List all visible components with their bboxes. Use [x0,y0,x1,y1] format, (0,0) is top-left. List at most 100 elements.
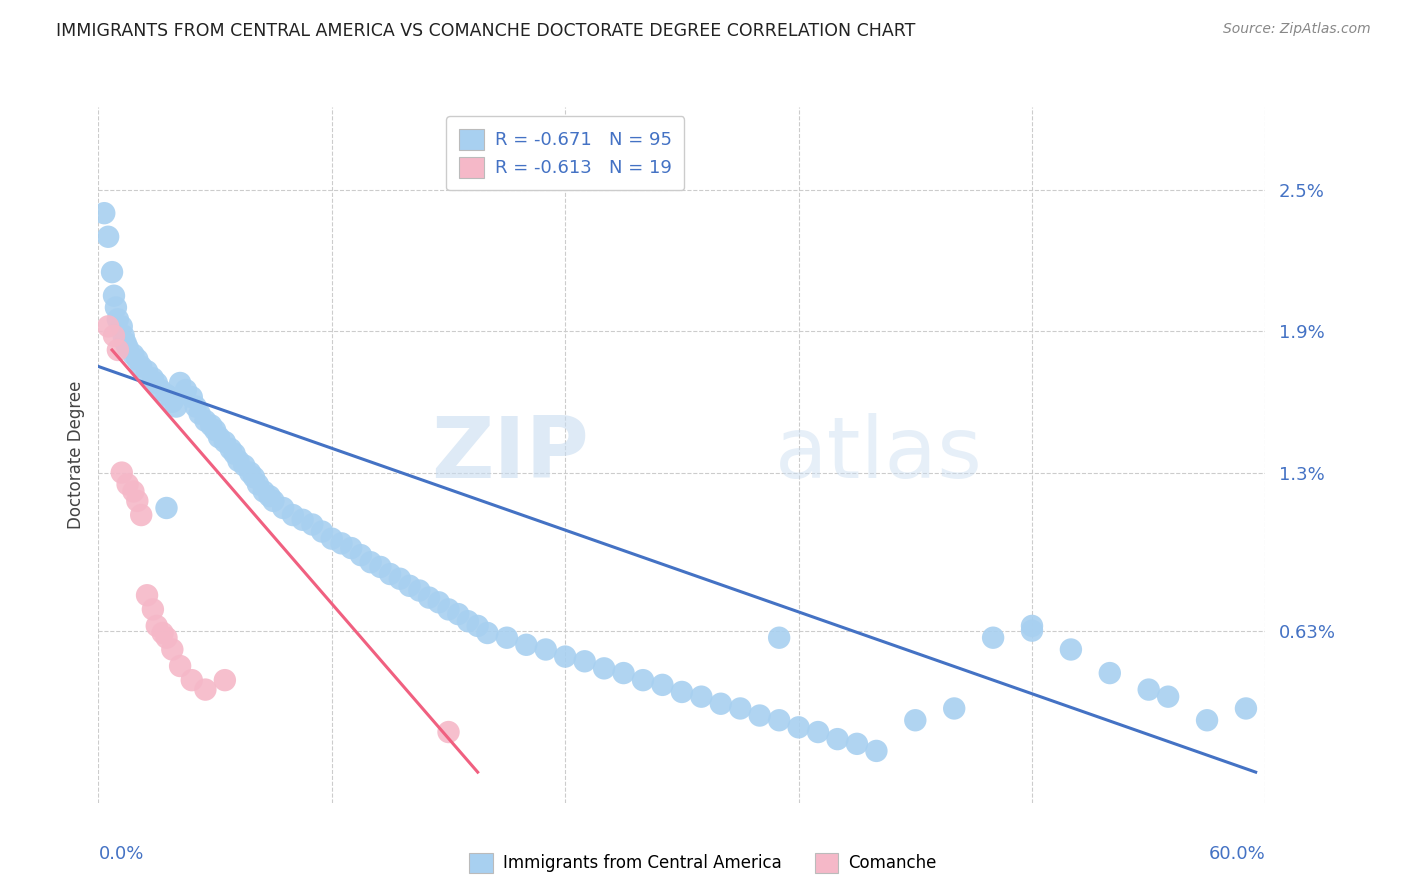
Point [631,673,654,688]
Point [169,376,191,390]
Legend: R = -0.671   N = 95, R = -0.613   N = 19: R = -0.671 N = 95, R = -0.613 N = 19 [446,116,685,190]
Point [243,470,266,484]
Point [768,713,790,727]
Text: atlas: atlas [775,413,983,497]
Point [418,591,440,605]
Point [246,477,269,491]
Point [152,626,174,640]
Point [291,513,314,527]
Point [142,602,165,616]
Point [710,697,733,711]
Point [1137,682,1160,697]
Point [457,614,479,628]
Point [904,713,927,727]
Point [593,661,616,675]
Point [233,458,256,473]
Point [127,352,149,367]
Point [127,494,149,508]
Point [1195,713,1218,727]
Point [748,708,770,723]
Point [111,466,134,480]
Point [350,548,373,562]
Point [534,642,557,657]
Point [239,466,262,480]
Text: 60.0%: 60.0% [1209,846,1265,863]
Point [103,289,125,303]
Point [1021,619,1043,633]
Point [865,744,887,758]
Point [194,414,217,428]
Point [271,500,294,515]
Point [846,737,869,751]
Text: IMMIGRANTS FROM CENTRAL AMERICA VS COMANCHE DOCTORATE DEGREE CORRELATION CHART: IMMIGRANTS FROM CENTRAL AMERICA VS COMAN… [56,22,915,40]
Point [330,536,353,550]
Point [122,348,145,362]
Point [129,508,152,522]
Point [262,494,284,508]
Point [97,229,120,244]
Point [162,395,184,409]
Point [184,400,207,414]
Point [155,631,177,645]
Point [477,626,499,640]
Point [613,666,636,681]
Point [228,454,250,468]
Point [117,477,139,491]
Point [981,631,1004,645]
Point [136,364,159,378]
Point [321,532,343,546]
Point [730,701,752,715]
Point [1060,642,1083,657]
Point [169,659,191,673]
Point [515,638,537,652]
Point [165,400,187,414]
Point [180,390,202,404]
Point [93,206,115,220]
Point [200,418,222,433]
Point [259,489,281,503]
Point [97,319,120,334]
Point [1234,701,1257,715]
Point [122,484,145,499]
Point [1021,624,1043,638]
Point [768,631,790,645]
Point [574,654,596,668]
Legend: Immigrants from Central America, Comanche: Immigrants from Central America, Comanch… [463,847,943,880]
Point [101,265,124,279]
Text: Source: ZipAtlas.com: Source: ZipAtlas.com [1223,22,1371,37]
Point [194,682,217,697]
Point [380,567,402,582]
Point [162,642,184,657]
Point [690,690,713,704]
Point [180,673,202,688]
Point [103,328,125,343]
Point [447,607,470,621]
Point [388,572,411,586]
Point [1157,690,1180,704]
Point [671,685,693,699]
Point [651,678,673,692]
Point [107,343,129,357]
Point [114,335,136,350]
Point [208,430,231,444]
Point [437,602,460,616]
Text: 0.0%: 0.0% [98,846,143,863]
Point [142,371,165,385]
Point [340,541,363,555]
Point [398,579,420,593]
Point [104,301,127,315]
Point [943,701,966,715]
Point [136,588,159,602]
Point [188,407,211,421]
Point [807,725,830,739]
Point [1098,666,1121,681]
Point [360,555,382,569]
Point [253,484,276,499]
Point [311,524,333,539]
Point [370,560,392,574]
Point [437,725,460,739]
Point [111,319,134,334]
Point [204,423,226,437]
Point [155,500,177,515]
Point [214,673,236,688]
